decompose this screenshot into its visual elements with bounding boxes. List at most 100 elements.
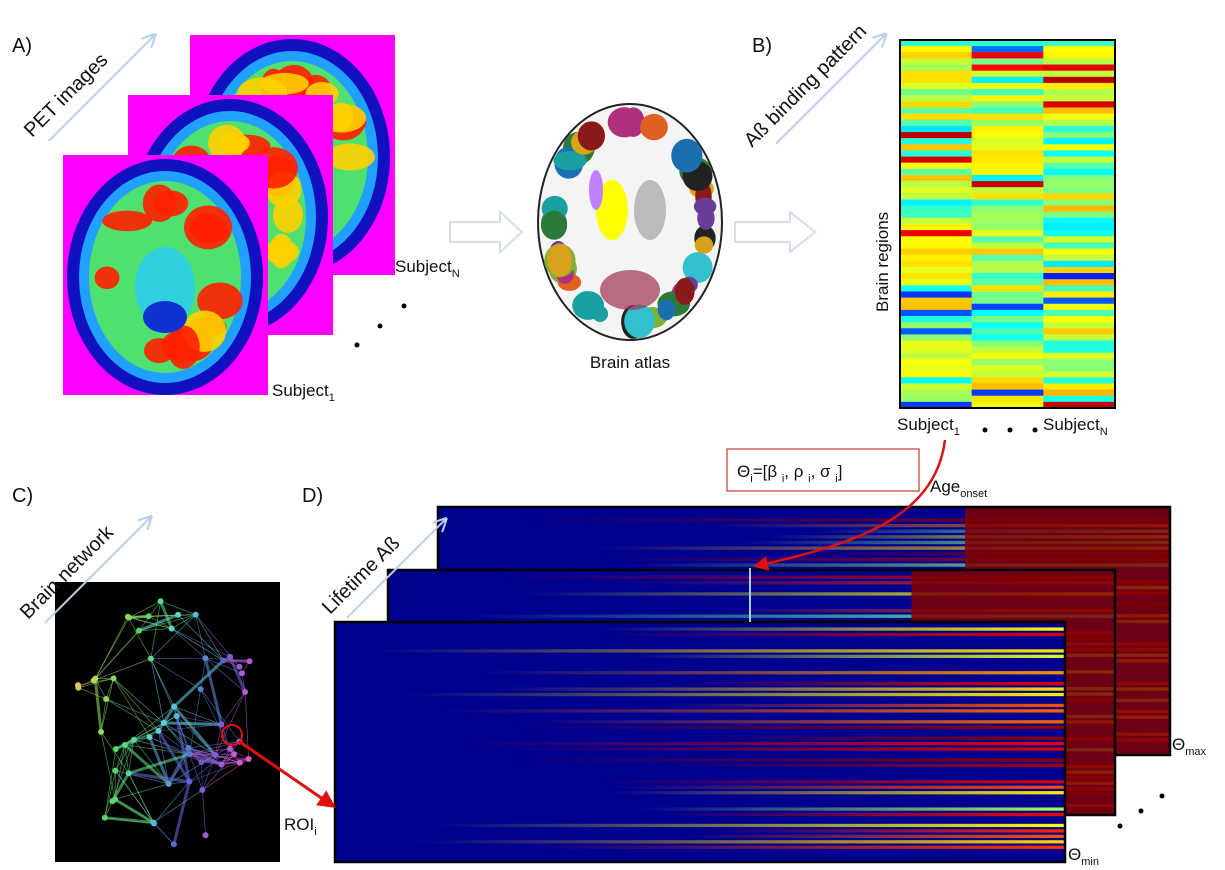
ellipsis-dot — [402, 304, 407, 309]
subject-label: Subject1 — [272, 381, 335, 404]
heat-cell — [972, 114, 1044, 121]
heat-cell — [972, 120, 1044, 127]
network-node — [202, 655, 208, 661]
heat-cell — [1043, 224, 1115, 231]
heat-cell — [1043, 365, 1115, 372]
heat-cell — [1043, 199, 1115, 206]
heat-cell — [900, 132, 972, 139]
panel-streak — [640, 807, 1065, 810]
heat-cell — [972, 181, 1044, 188]
heat-cell — [972, 298, 1044, 305]
atlas-region — [640, 114, 668, 140]
network-node — [171, 841, 177, 847]
network-edge — [223, 661, 249, 662]
heat-cell — [972, 279, 1044, 286]
network-node — [239, 670, 245, 676]
pet-blob — [143, 185, 176, 222]
network-node — [150, 819, 156, 825]
panel-streak — [434, 824, 1065, 827]
heat-cell — [1043, 52, 1115, 59]
heat-cell — [900, 371, 972, 378]
panel-streak — [412, 840, 1065, 843]
heat-cell — [1043, 107, 1115, 114]
heat-cell — [972, 261, 1044, 268]
network-node — [112, 768, 118, 774]
heat-cell — [1043, 46, 1115, 53]
heat-cell — [900, 255, 972, 262]
subject-label: SubjectN — [1043, 415, 1108, 438]
heat-cell — [972, 157, 1044, 164]
network-node — [158, 598, 164, 604]
atlas-region — [634, 180, 666, 240]
heat-cell — [972, 396, 1044, 403]
heat-cell — [1043, 322, 1115, 329]
heat-cell — [972, 242, 1044, 249]
heat-cell — [1043, 273, 1115, 280]
atlas-region — [658, 299, 675, 320]
heat-cell — [1043, 304, 1115, 311]
network-node — [75, 685, 81, 691]
heat-cell — [900, 224, 972, 231]
network-node — [102, 815, 108, 821]
heat-cell — [972, 77, 1044, 84]
heat-cell — [900, 206, 972, 213]
network-node — [103, 696, 109, 702]
panel-streak — [535, 846, 1065, 849]
network-node — [193, 612, 199, 618]
network-node — [113, 746, 119, 752]
heat-cell — [972, 359, 1044, 366]
ellipsis-dot — [1033, 428, 1038, 433]
formula-part: Θ — [737, 462, 750, 481]
heat-cell — [972, 163, 1044, 170]
heat-cell — [1043, 353, 1115, 360]
heat-cell — [972, 390, 1044, 397]
network-node — [125, 614, 131, 620]
heat-cell — [900, 126, 972, 133]
panel-streak — [662, 764, 1065, 767]
heat-cell — [1043, 371, 1115, 378]
theta-label: Θmin — [1068, 845, 1099, 868]
panel-streak — [437, 709, 1065, 712]
heat-cell — [900, 304, 972, 311]
atlas-region — [541, 211, 567, 240]
heat-cell — [900, 83, 972, 90]
heat-cell — [900, 390, 972, 397]
heat-cell — [972, 199, 1044, 206]
network-node — [147, 734, 153, 740]
formula-part: , σ — [811, 462, 836, 481]
panel-streak — [682, 835, 1065, 838]
ellipsis-dot — [983, 428, 988, 433]
heat-cell — [972, 89, 1044, 96]
panel-streak — [659, 813, 1065, 816]
heat-cell — [900, 157, 972, 164]
panel-streak — [600, 633, 1065, 636]
heat-cell — [1043, 267, 1115, 274]
network-node — [98, 729, 104, 735]
network-node — [146, 613, 152, 619]
heat-cell — [1043, 359, 1115, 366]
network-node — [92, 676, 98, 682]
heat-cell — [1043, 212, 1115, 219]
heat-cell — [1043, 285, 1115, 292]
heat-cell — [1043, 95, 1115, 102]
panel-streak — [609, 786, 1065, 789]
network-node — [212, 752, 218, 758]
atlas-region — [671, 139, 702, 173]
ellipsis-dot — [378, 324, 383, 329]
heat-cell — [1043, 396, 1115, 403]
heat-cell — [972, 175, 1044, 182]
heat-cell — [900, 328, 972, 335]
heat-cell — [900, 120, 972, 127]
heat-cell — [1043, 175, 1115, 182]
heat-cell — [972, 291, 1044, 298]
heat-cell — [900, 169, 972, 176]
heat-cell — [972, 193, 1044, 200]
heat-cell — [900, 249, 972, 256]
heat-cell — [972, 83, 1044, 90]
panel-streak — [508, 758, 1065, 761]
heat-cell — [1043, 206, 1115, 213]
flow-arrow — [735, 212, 815, 252]
heat-cell — [900, 58, 972, 65]
panel-streak — [604, 627, 1065, 630]
subject-label: Subject1 — [897, 415, 960, 438]
